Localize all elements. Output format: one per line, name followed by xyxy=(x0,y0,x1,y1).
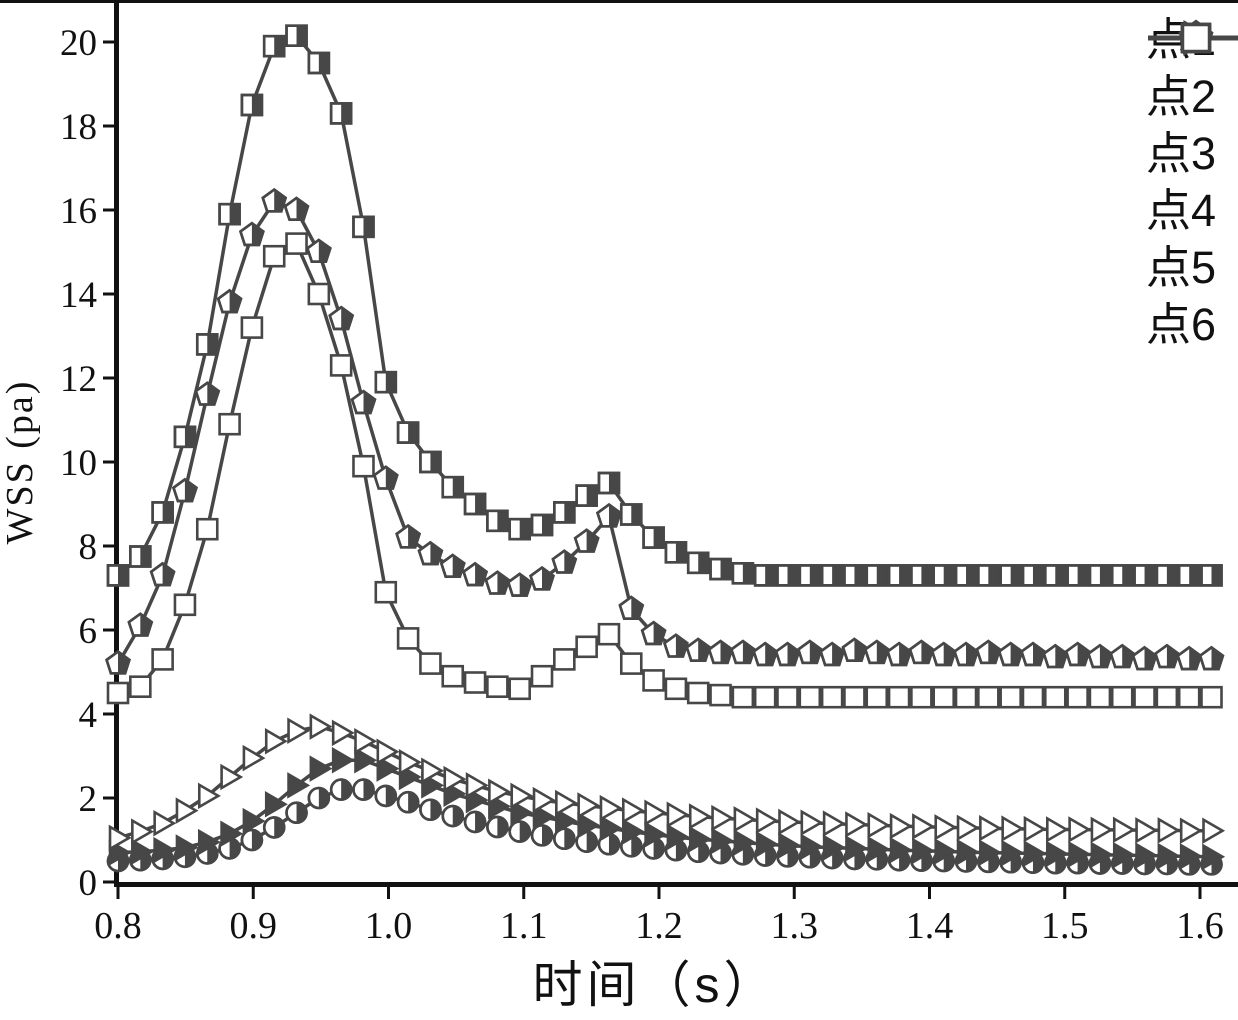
series-6 xyxy=(106,232,1223,709)
y-tick-label: 10 xyxy=(60,443,97,484)
legend-label-2: 点2 xyxy=(1145,70,1216,122)
x-tick-label: 1.4 xyxy=(906,905,954,947)
legend-label-5: 点5 xyxy=(1145,241,1216,293)
x-tick-label: 0.9 xyxy=(230,905,278,947)
y-tick-label: 14 xyxy=(60,275,97,316)
x-axis-title: 时间（s） xyxy=(533,957,778,1013)
y-axis-title: WSS (pa) xyxy=(0,380,41,545)
legend-item-3: 点3 xyxy=(1145,20,1238,181)
x-tick-label: 1.0 xyxy=(365,905,413,947)
legend-label-3: 点3 xyxy=(1145,127,1216,179)
legend-label-4: 点4 xyxy=(1145,184,1216,236)
legend-item-6: 点6 xyxy=(1145,22,1238,352)
x-tick-label: 1.6 xyxy=(1176,905,1224,947)
x-tick-label: 1.5 xyxy=(1041,905,1089,947)
y-tick-label: 12 xyxy=(60,359,97,400)
y-tick-label: 6 xyxy=(79,611,98,652)
legend-label-6: 点6 xyxy=(1145,298,1216,350)
legend: 点1 点2 点3 点4 点5 点6 xyxy=(1145,12,1238,352)
y-tick-label: 4 xyxy=(79,695,98,736)
x-tick-label: 1.1 xyxy=(500,905,548,947)
x-tick-label: 0.8 xyxy=(94,905,142,947)
legend-item-2: 点2 xyxy=(1145,22,1238,124)
y-tick-label: 0 xyxy=(79,863,98,904)
legend-item-5: 点5 xyxy=(1145,19,1238,295)
x-tick-label: 1.3 xyxy=(771,905,819,947)
y-tick-label: 18 xyxy=(60,107,97,148)
series-3 xyxy=(108,746,1226,871)
series-5 xyxy=(105,187,1225,675)
series-1 xyxy=(106,24,1223,587)
series-4 xyxy=(108,713,1226,852)
y-tick-label: 20 xyxy=(60,23,97,64)
open-square-icon xyxy=(1147,22,1238,54)
y-tick-label: 16 xyxy=(60,191,97,232)
y-tick-label: 2 xyxy=(79,779,98,820)
y-tick-label: 8 xyxy=(79,527,98,568)
legend-item-4: 点4 xyxy=(1145,20,1238,238)
x-tick-label: 1.2 xyxy=(635,905,683,947)
plot-area: 0.8 0.9 1.0 1.1 1.2 1.3 1.4 1.5 1.6 0 2 4 6 8 10 12 14 16… xyxy=(0,0,1238,947)
